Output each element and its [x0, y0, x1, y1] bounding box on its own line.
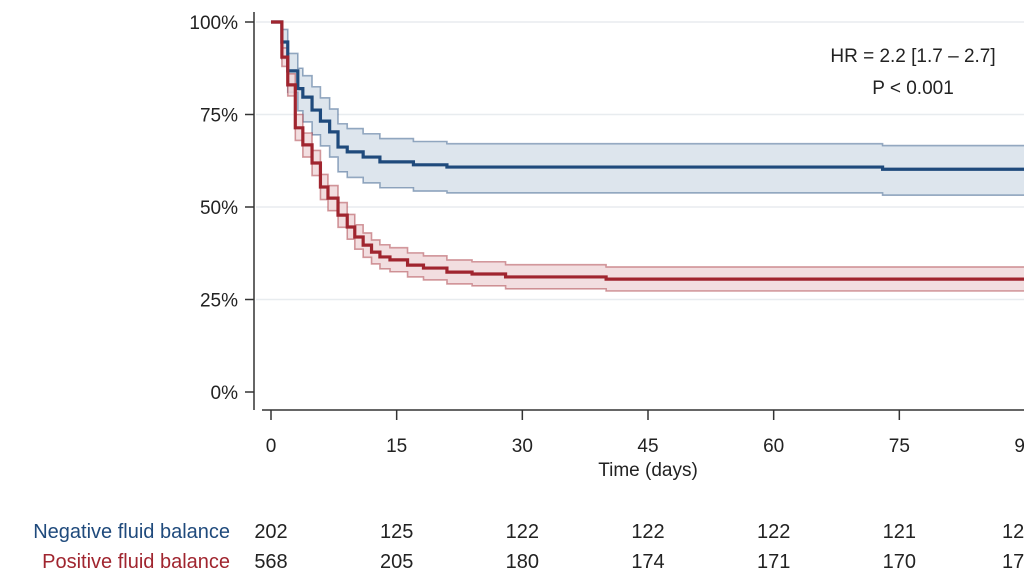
- at-risk-count: 122: [631, 521, 664, 543]
- at-risk-count: 180: [506, 551, 539, 573]
- y-tick-label: 0%: [211, 383, 239, 404]
- ci-upper-line: [271, 21, 1024, 268]
- at-risk-count: 122: [757, 521, 790, 543]
- at-risk-count: 122: [506, 521, 539, 543]
- gridlines: [256, 21, 1024, 301]
- number-at-risk-table: Negative fluid balance 202 125 122 122 122 121…: [33, 521, 1024, 573]
- x-tick-label: 0: [266, 436, 277, 457]
- x-tick-label: 15: [386, 436, 407, 457]
- y-ticks: 0% 25% 50% 75% 100%: [189, 13, 254, 404]
- y-tick-label: 50%: [200, 198, 238, 219]
- x-tick-label: 75: [889, 436, 910, 457]
- y-tick-label: 25%: [200, 291, 238, 312]
- at-risk-count: 202: [254, 521, 287, 543]
- x-ticks: 0 15 30 45 60 75 90: [266, 410, 1024, 457]
- at-risk-count: 17: [1002, 551, 1024, 573]
- risk-row-label: Positive fluid balance: [42, 551, 230, 573]
- at-risk-count: 568: [254, 551, 287, 573]
- survival-curve-positive: [271, 20, 1024, 281]
- survival-curve-negative: [271, 20, 1024, 171]
- at-risk-count: 121: [883, 521, 916, 543]
- survival-curves: [271, 20, 1024, 281]
- y-tick-label: 100%: [189, 13, 238, 34]
- at-risk-count: 171: [757, 551, 790, 573]
- y-tick-label: 75%: [200, 106, 238, 127]
- x-tick-label: 60: [763, 436, 784, 457]
- ci-band-negative: [271, 22, 1024, 196]
- ci-upper-line: [271, 21, 1024, 147]
- at-risk-count: 174: [631, 551, 664, 573]
- at-risk-count: 205: [380, 551, 413, 573]
- x-tick-label: 30: [512, 436, 533, 457]
- hazard-ratio-annotation: HR = 2.2 [1.7 – 2.7]: [830, 46, 995, 67]
- x-tick-label: 90: [1014, 436, 1024, 457]
- p-value-annotation: P < 0.001: [872, 78, 954, 99]
- at-risk-count: 125: [380, 521, 413, 543]
- risk-row-label: Negative fluid balance: [33, 521, 230, 543]
- x-axis-label: Time (days): [598, 460, 698, 481]
- at-risk-count: 170: [883, 551, 916, 573]
- at-risk-count: 12: [1002, 521, 1024, 543]
- x-tick-label: 45: [637, 436, 658, 457]
